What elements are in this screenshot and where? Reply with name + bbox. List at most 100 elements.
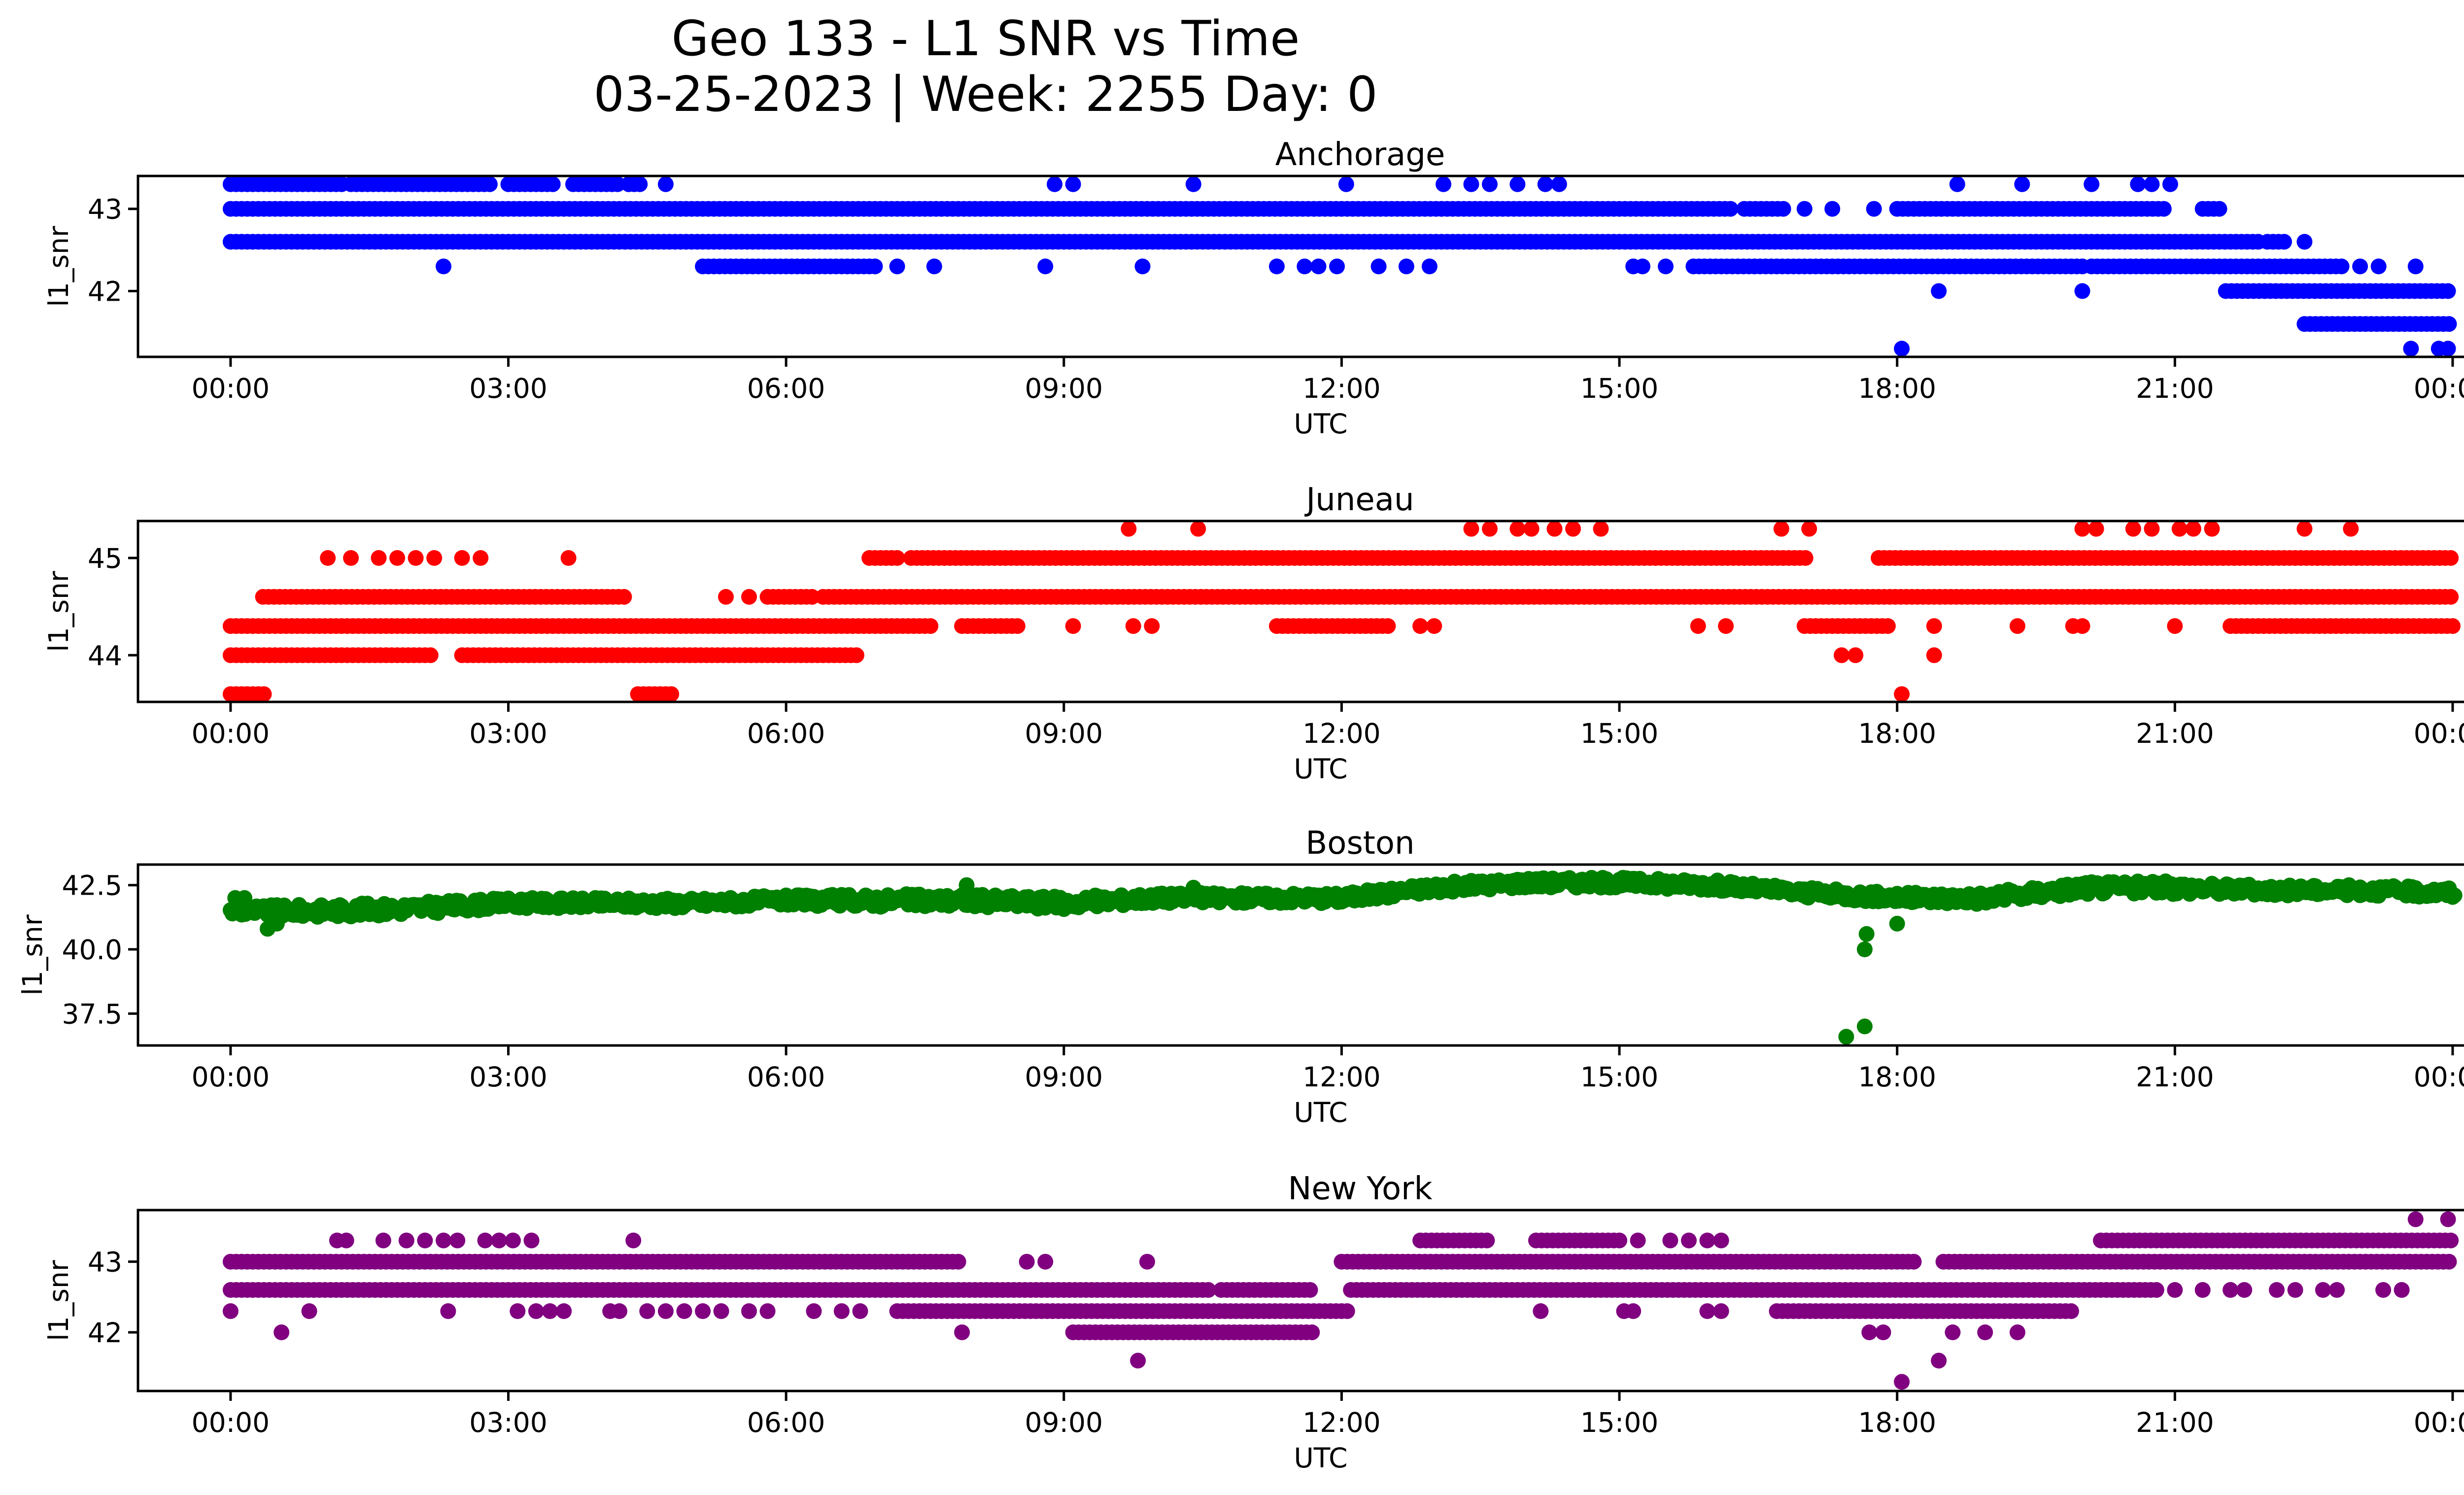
- data-point: [454, 550, 470, 566]
- x-tick-label: 00:00: [192, 718, 270, 749]
- data-point: [867, 258, 883, 275]
- data-point: [1880, 618, 1896, 634]
- data-point: [1797, 550, 1814, 566]
- data-point: [1185, 879, 1201, 896]
- data-point: [398, 1232, 414, 1249]
- data-point: [1699, 1232, 1715, 1249]
- data-point: [2352, 258, 2368, 275]
- x-tick-label: 09:00: [1025, 718, 1103, 749]
- data-point: [926, 258, 942, 275]
- data-point: [1611, 1232, 1628, 1249]
- data-point: [528, 1303, 544, 1319]
- data-point: [2296, 234, 2313, 250]
- data-point: [1796, 201, 1813, 217]
- x-tick-label: 18:00: [1858, 1407, 1936, 1438]
- data-point: [1861, 1324, 1878, 1340]
- x-tick-label: 00:00: [2414, 373, 2464, 404]
- data-point: [2375, 1282, 2392, 1298]
- data-point: [923, 618, 939, 634]
- x-tick-label: 09:00: [1025, 1407, 1103, 1438]
- data-point: [408, 550, 424, 566]
- panel-new-york: New York 00:00 03:00 06:00 09:00 12:00 15:00 18…: [43, 1171, 2464, 1474]
- data-point: [417, 1232, 433, 1249]
- data-point: [1130, 1353, 1146, 1369]
- data-point: [741, 1303, 757, 1319]
- data-point: [2287, 1282, 2303, 1298]
- scatter-series: [222, 176, 2457, 357]
- data-point: [2144, 176, 2160, 192]
- data-point: [1065, 176, 1081, 192]
- data-point: [274, 1324, 290, 1340]
- data-point: [1801, 521, 1817, 537]
- data-point: [1858, 926, 1875, 942]
- data-point: [625, 1232, 642, 1249]
- data-point: [2162, 176, 2178, 192]
- data-point: [1297, 258, 1313, 275]
- data-point: [2130, 176, 2146, 192]
- data-point: [375, 1232, 391, 1249]
- axes-frame: [137, 1209, 2464, 1392]
- x-tick-label: 21:00: [2136, 1407, 2214, 1438]
- data-point: [2440, 283, 2456, 299]
- x-tick-label: 03:00: [469, 373, 548, 404]
- x-tick-label: 06:00: [747, 373, 825, 404]
- data-point: [1523, 521, 1540, 537]
- data-point: [2443, 550, 2459, 566]
- data-point: [1931, 283, 1947, 299]
- panel-title: Boston: [1305, 825, 1414, 862]
- panel-boston: Boston 00:00 03:00 06:00 09:00 12:00 15:00 18:0…: [17, 825, 2464, 1128]
- data-point: [449, 1232, 466, 1249]
- y-tick-label: 43: [88, 1247, 122, 1278]
- data-point: [1144, 618, 1160, 634]
- data-point: [1482, 176, 1498, 192]
- data-point: [1894, 1374, 1910, 1390]
- data-point: [1856, 941, 1873, 957]
- y-axis-label: l1_snr: [43, 1260, 74, 1341]
- data-point: [1546, 521, 1563, 537]
- data-point: [2276, 234, 2292, 250]
- y-tick-label: 44: [88, 640, 122, 671]
- scatter-series: [222, 869, 2463, 1045]
- data-point: [371, 550, 387, 566]
- data-point: [1949, 176, 1965, 192]
- data-point: [1037, 258, 1054, 275]
- data-point: [1037, 1253, 1054, 1270]
- data-point: [2407, 258, 2424, 275]
- data-point: [2014, 176, 2030, 192]
- data-point: [1894, 341, 1910, 357]
- x-axis-label: UTC: [1294, 408, 1347, 440]
- data-point: [1339, 1303, 1355, 1319]
- x-tick-label: 09:00: [1025, 373, 1103, 404]
- x-tick-label: 00:00: [192, 373, 270, 404]
- data-point: [1681, 1232, 1697, 1249]
- data-point: [343, 550, 359, 566]
- data-point: [1894, 686, 1910, 702]
- data-point: [2441, 316, 2457, 332]
- data-point: [616, 589, 632, 605]
- data-point: [759, 1303, 776, 1319]
- data-point: [338, 1232, 354, 1249]
- data-point: [889, 550, 905, 566]
- data-point: [510, 1303, 526, 1319]
- data-point: [2440, 1211, 2456, 1227]
- data-point: [1565, 521, 1581, 537]
- data-point: [2223, 1282, 2239, 1298]
- data-point: [1906, 1253, 1922, 1270]
- x-tick-label: 06:00: [747, 1061, 825, 1093]
- x-tick-label: 03:00: [469, 1407, 548, 1438]
- data-point: [1463, 176, 1479, 192]
- axes-frame: [137, 174, 2464, 358]
- data-point: [2125, 521, 2141, 537]
- data-point: [222, 1303, 239, 1319]
- figure-title-line1: Geo 133 - L1 SNR vs Time: [672, 11, 1300, 67]
- data-point: [1658, 258, 1674, 275]
- y-axis-label: l1_snr: [43, 571, 74, 652]
- data-point: [1125, 618, 1141, 634]
- data-point: [2443, 589, 2459, 605]
- data-point: [806, 1303, 822, 1319]
- data-point: [1722, 201, 1739, 217]
- data-point: [695, 1303, 711, 1319]
- data-point: [1009, 618, 1026, 634]
- figure-title-line2: 03-25-2023 | Week: 2255 Day: 0: [594, 67, 1378, 123]
